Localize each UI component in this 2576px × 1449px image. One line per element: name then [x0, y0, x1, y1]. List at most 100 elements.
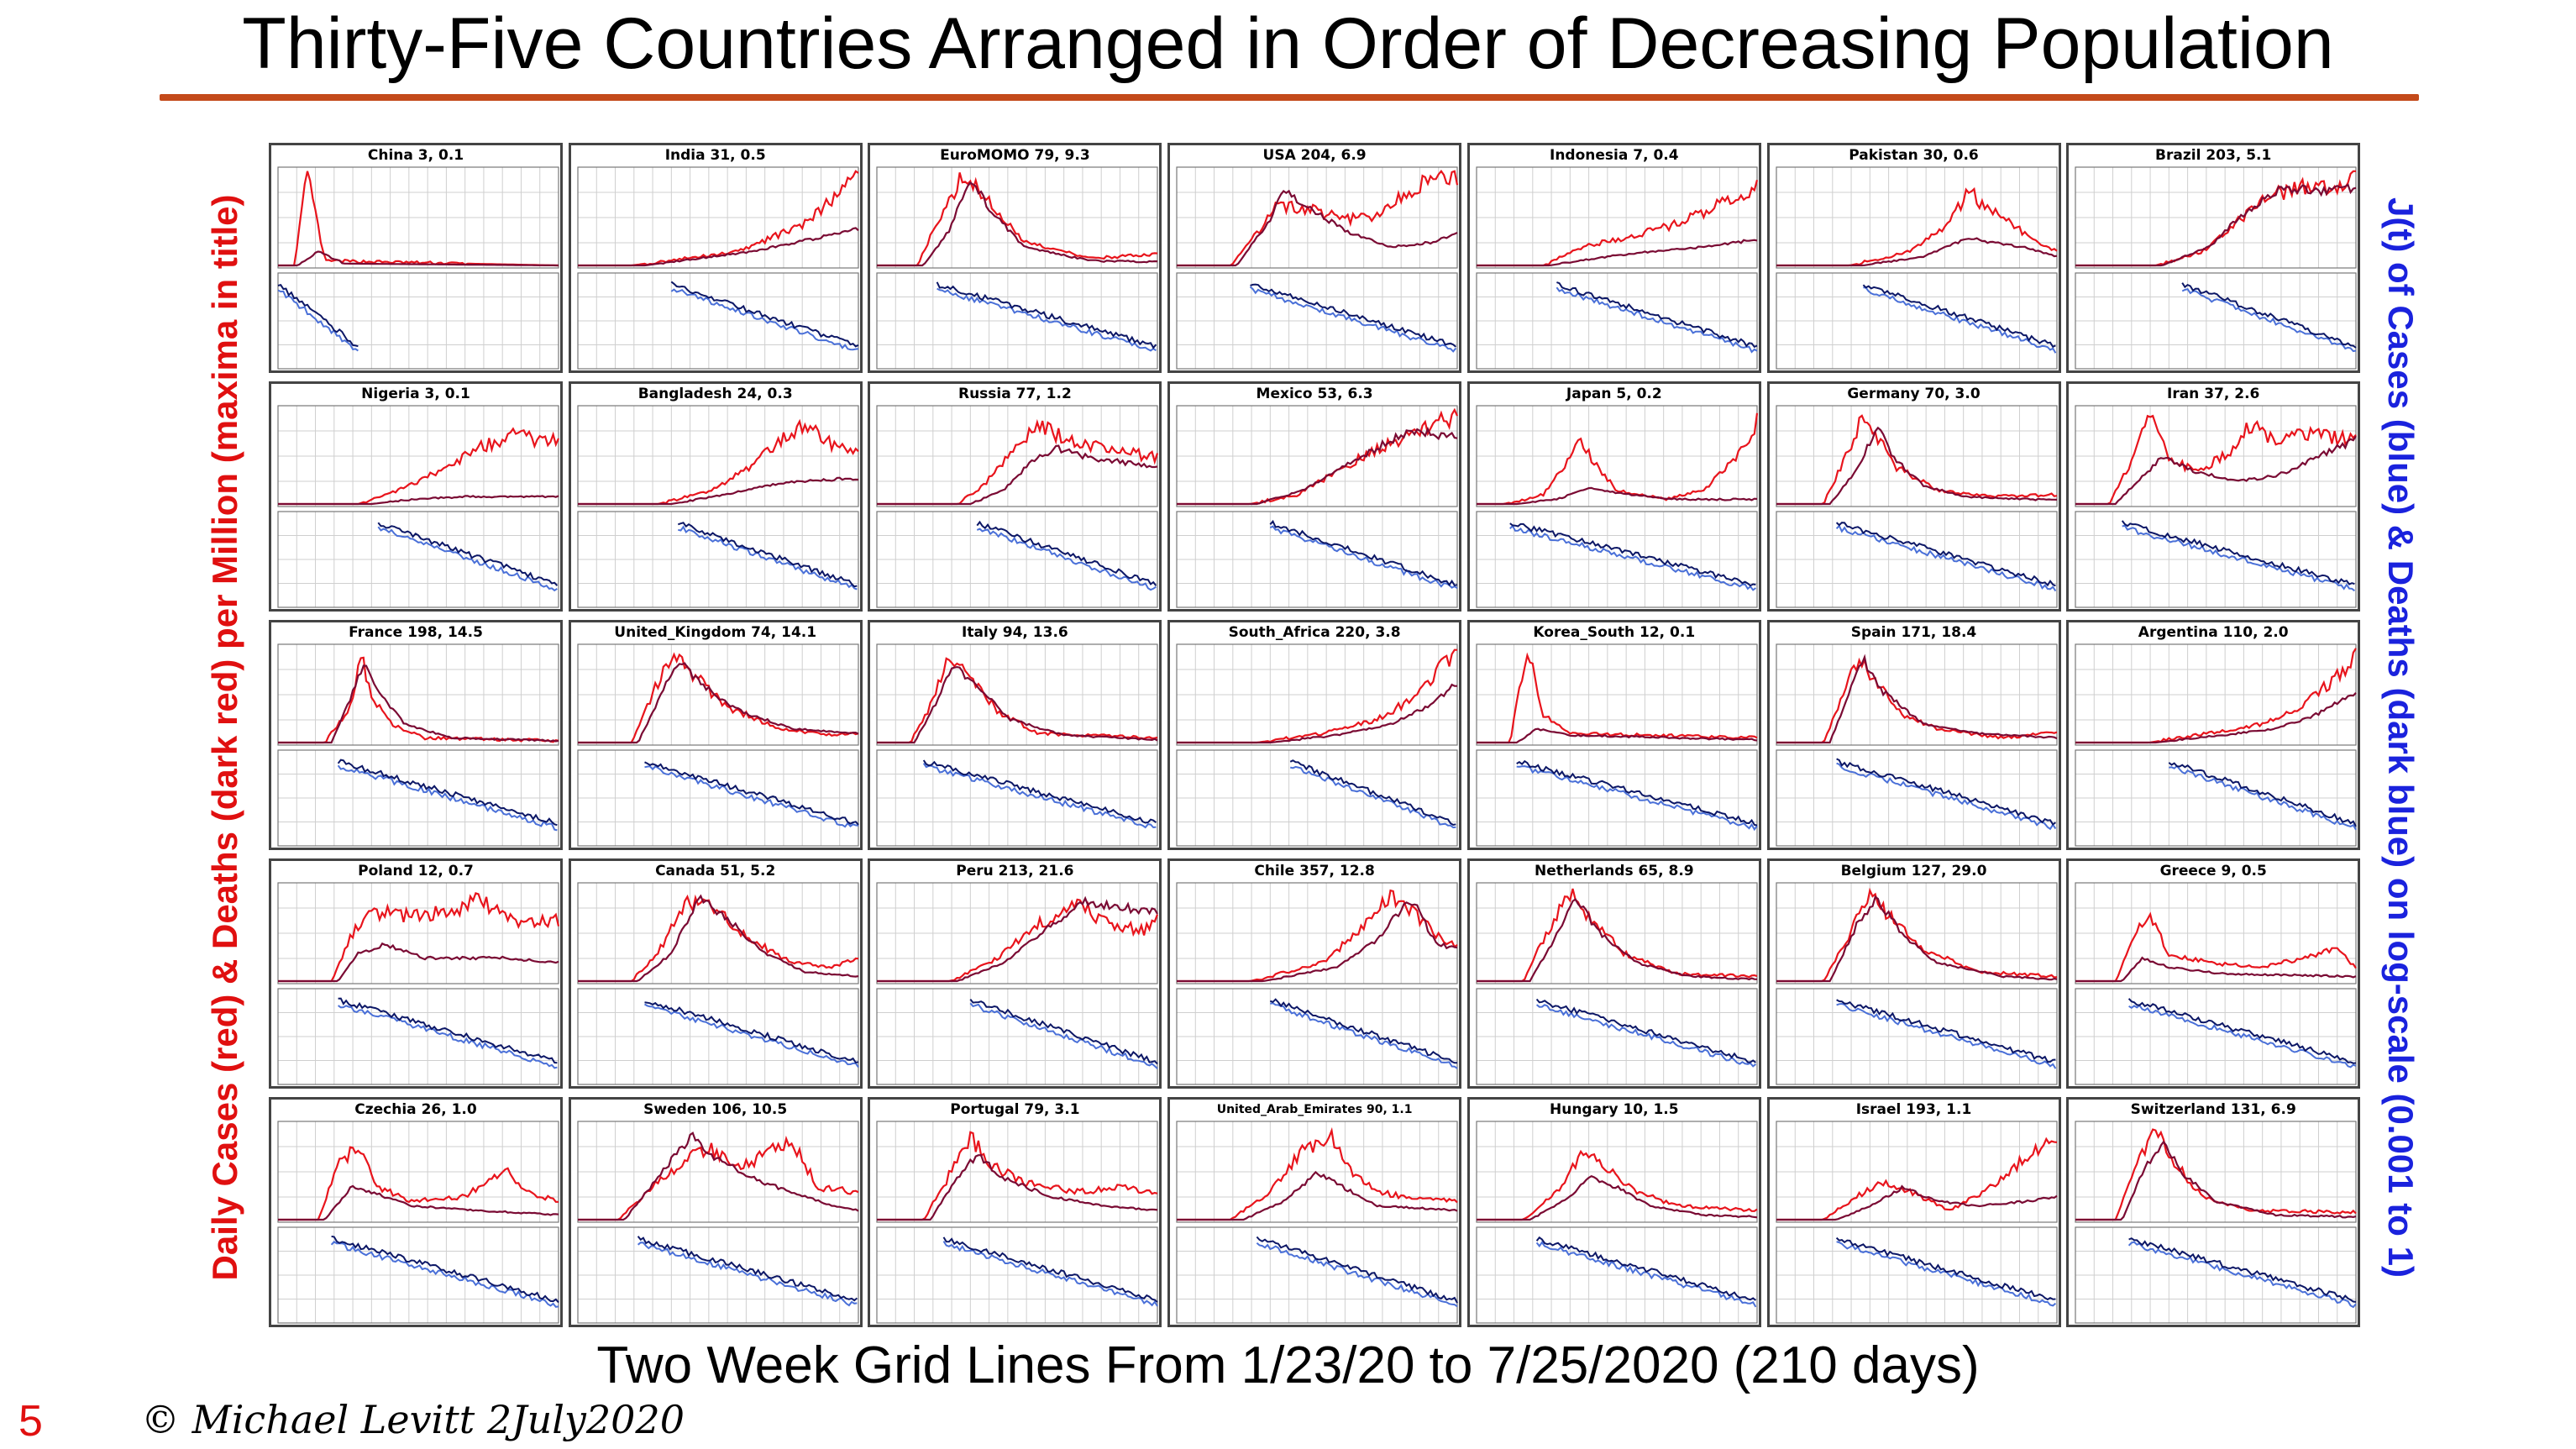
top-plot-gridlines	[877, 1121, 1158, 1222]
bottom-plot-frame	[277, 988, 559, 1085]
series-jt-cases	[977, 528, 1157, 591]
series-jt-deaths	[1509, 522, 1756, 587]
panel-chile: Chile 357, 12.8	[1167, 858, 1462, 1089]
bottom-plot-gridlines	[577, 750, 858, 846]
series-daily-cases	[877, 172, 1158, 267]
series-daily-cases	[2075, 170, 2357, 267]
top-plot-frame	[876, 882, 1158, 984]
panel-title: Nigeria 3, 0.1	[361, 386, 470, 402]
series-daily-deaths	[877, 665, 1158, 744]
series-jt-deaths	[1250, 283, 1457, 348]
bottom-plot-frame	[2075, 749, 2357, 847]
series-daily-cases	[2075, 1128, 2357, 1221]
panel-france: France 198, 14.5	[269, 620, 563, 850]
bottom-plot-gridlines	[278, 1227, 559, 1323]
bottom-plot-gridlines	[877, 989, 1158, 1084]
top-plot-frame	[1775, 1121, 2058, 1223]
series-daily-deaths	[278, 942, 559, 983]
series-jt-deaths	[1835, 999, 2055, 1063]
series-daily-cases	[1476, 888, 1758, 983]
top-plot-gridlines	[1776, 883, 2057, 984]
top-plot-frame	[1476, 166, 1758, 269]
top-plot-gridlines	[1476, 1121, 1757, 1222]
panel-title: Portugal 79, 3.1	[950, 1101, 1080, 1118]
top-plot-gridlines	[278, 883, 559, 984]
panel-title: Poland 12, 0.7	[358, 863, 474, 879]
top-plot-gridlines	[877, 406, 1158, 507]
series-daily-deaths	[877, 895, 1159, 983]
series-jt-cases	[677, 525, 858, 591]
top-plot-gridlines	[1776, 644, 2057, 745]
bottom-plot-gridlines	[1177, 989, 1458, 1084]
panel-plot	[1176, 1121, 1458, 1324]
series-jt-deaths	[337, 759, 558, 827]
page-title: Thirty-Five Countries Arranged in Order …	[242, 3, 2334, 84]
panel-portugal: Portugal 79, 3.1	[868, 1097, 1162, 1327]
series-jt-cases	[1535, 1241, 1757, 1308]
top-plot-frame	[1176, 882, 1458, 984]
series-daily-cases	[1476, 652, 1758, 744]
series-jt-cases	[2128, 1004, 2357, 1068]
bottom-plot-frame	[2075, 1226, 2357, 1324]
panel-title: Brazil 203, 5.1	[2155, 147, 2272, 164]
series-jt-deaths	[2168, 762, 2358, 827]
top-plot-gridlines	[1476, 167, 1757, 268]
series-daily-deaths	[1177, 683, 1458, 744]
panel-title: EuroMOMO 79, 9.3	[940, 147, 1090, 164]
panel-plot	[1176, 643, 1458, 847]
panel-title: Korea_South 12, 0.1	[1533, 624, 1696, 641]
top-plot-gridlines	[1776, 167, 2057, 268]
panel-nigeria: Nigeria 3, 0.1	[269, 381, 563, 612]
panel-usa: USA 204, 6.9	[1167, 143, 1462, 373]
panel-netherlands: Netherlands 65, 8.9	[1466, 858, 1761, 1089]
series-jt-deaths	[1270, 998, 1458, 1064]
bottom-plot-gridlines	[2075, 512, 2357, 607]
bottom-plot-gridlines	[2075, 273, 2357, 369]
top-plot-gridlines	[1776, 406, 2057, 507]
bottom-plot-gridlines	[877, 750, 1158, 846]
series-daily-deaths	[1476, 898, 1757, 983]
x-axis-label: Two Week Grid Lines From 1/23/20 to 7/25…	[596, 1336, 1980, 1394]
bottom-plot-gridlines	[1177, 1227, 1458, 1323]
panel-plot	[2075, 643, 2358, 847]
panel-russia: Russia 77, 1.2	[868, 381, 1162, 612]
series-jt-deaths	[2122, 520, 2355, 585]
series-jt-deaths	[923, 759, 1157, 824]
bottom-plot-gridlines	[577, 512, 858, 607]
panel-title: United_Kingdom 74, 14.1	[614, 624, 817, 641]
panel-plot	[876, 882, 1159, 1085]
panel-plot	[1476, 405, 1758, 608]
panel-title: India 31, 0.5	[664, 147, 766, 164]
bottom-plot-frame	[577, 749, 859, 847]
series-jt-deaths	[1862, 284, 2056, 349]
series-jt-cases	[1835, 762, 2056, 831]
series-daily-cases	[577, 1135, 859, 1221]
top-plot-gridlines	[1476, 883, 1757, 984]
panel-plot	[2075, 882, 2358, 1085]
panel-title: USA 204, 6.9	[1262, 147, 1367, 164]
series-daily-cases	[1776, 1137, 2057, 1221]
panel-title: Spain 171, 18.4	[1850, 624, 1977, 641]
series-jt-deaths	[976, 520, 1157, 586]
panel-plot	[277, 643, 559, 847]
series-daily-cases	[1776, 887, 2057, 983]
bottom-plot-gridlines	[2075, 750, 2357, 846]
panel-plot	[277, 882, 560, 1085]
panel-title: Bangladesh 24, 0.3	[637, 386, 793, 402]
series-jt-deaths	[1835, 522, 2056, 587]
bottom-plot-frame	[277, 272, 559, 370]
panel-south_africa: South_Africa 220, 3.8	[1167, 620, 1462, 850]
series-jt-cases	[1556, 286, 1758, 354]
series-daily-deaths	[577, 894, 858, 983]
panel-sweden: Sweden 106, 10.5	[568, 1097, 863, 1327]
bottom-plot-frame	[876, 511, 1158, 608]
panel-pakistan: Pakistan 30, 0.6	[1766, 143, 2061, 373]
panel-plot	[1476, 1121, 1758, 1324]
left-axis-label: Daily Cases (red) & Deaths (dark red) pe…	[205, 194, 244, 1281]
bottom-plot-gridlines	[877, 512, 1158, 607]
top-plot-gridlines	[1476, 406, 1757, 507]
series-jt-cases	[1249, 286, 1457, 353]
series-daily-cases	[1177, 170, 1459, 267]
bottom-plot-frame	[1476, 272, 1758, 370]
series-daily-cases	[577, 894, 858, 983]
